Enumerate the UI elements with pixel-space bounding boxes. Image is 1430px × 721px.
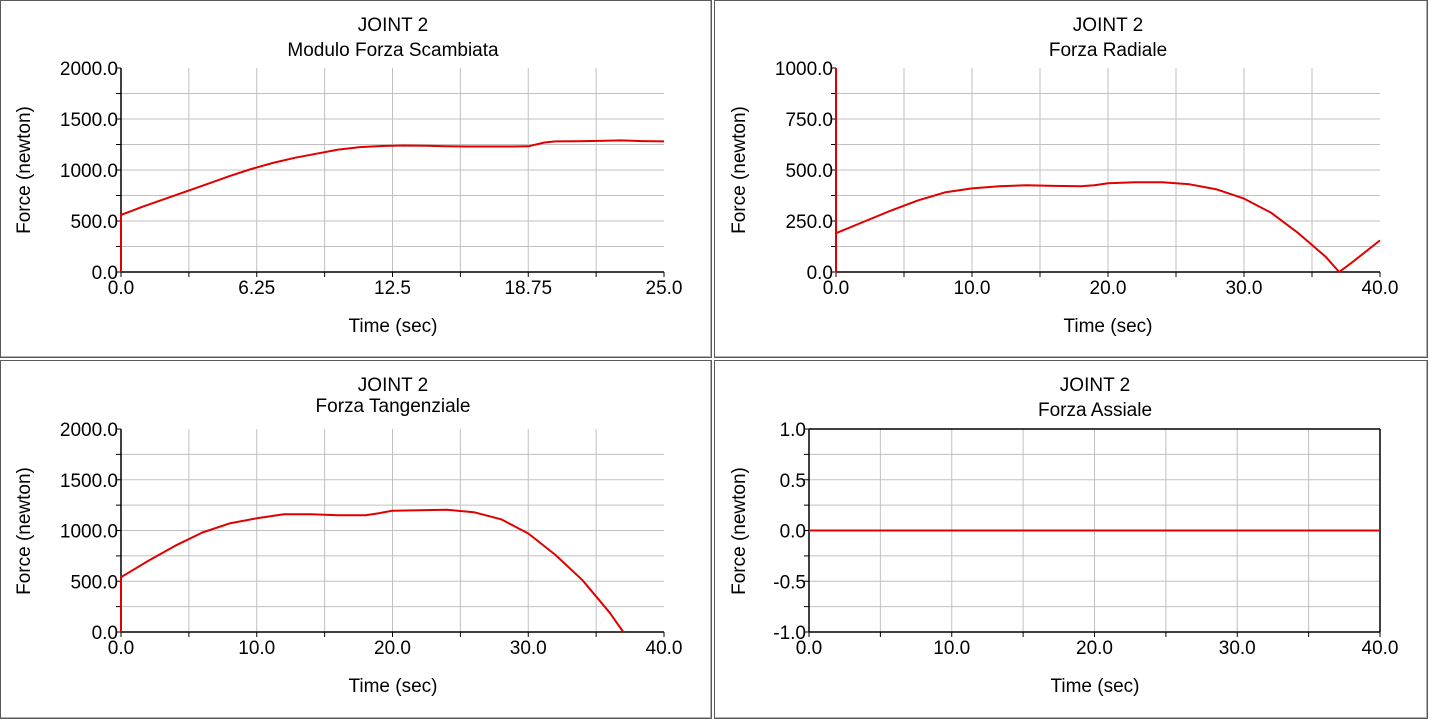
x-tick-label: 30.0 bbox=[510, 638, 547, 659]
x-axis-label: Time (sec) bbox=[348, 676, 437, 697]
y-axis-label: Force (newton) bbox=[14, 106, 35, 234]
chart-modulo-forza-scambiata: JOINT 2 Modulo Forza Scambiata Time (sec… bbox=[14, 15, 683, 337]
chart-title: JOINT 2 bbox=[358, 375, 428, 396]
y-tick-label: 1000.0 bbox=[60, 522, 118, 543]
plot-area bbox=[831, 67, 1381, 277]
y-tick-label: 2000.0 bbox=[60, 420, 118, 441]
x-tick-label: 10.0 bbox=[933, 638, 970, 659]
chart-title: JOINT 2 bbox=[1073, 15, 1143, 36]
series-line bbox=[835, 68, 1381, 273]
x-axis-label: Time (sec) bbox=[1050, 676, 1139, 697]
y-tick-label: 0.0 bbox=[92, 263, 118, 284]
chart-forza-tangenziale: JOINT 2 Forza Tangenziale Time (sec) For… bbox=[14, 375, 683, 697]
y-tick-label: 500.0 bbox=[70, 572, 118, 593]
y-tick-label: -1.0 bbox=[773, 623, 806, 644]
y-tick-label: 500.0 bbox=[785, 161, 833, 182]
x-axis-label: Time (sec) bbox=[348, 316, 437, 337]
y-tick-label: 1000.0 bbox=[60, 161, 118, 182]
chart-panel-modulo-forza-scambiata: JOINT 2 Modulo Forza Scambiata Time (sec… bbox=[0, 0, 712, 358]
y-tick-label: 500.0 bbox=[70, 212, 118, 233]
chart-title: JOINT 2 bbox=[1060, 375, 1130, 396]
chart-subtitle: Forza Tangenziale bbox=[316, 396, 471, 417]
y-tick-label: 0.0 bbox=[780, 522, 806, 543]
chart-title: JOINT 2 bbox=[358, 15, 428, 36]
series-line bbox=[120, 508, 625, 633]
x-tick-label: 10.0 bbox=[238, 638, 275, 659]
y-axis-label: Force (newton) bbox=[729, 106, 750, 234]
x-tick-label: 0.0 bbox=[823, 278, 849, 299]
series-line bbox=[120, 139, 665, 272]
x-tick-label: 0.0 bbox=[108, 278, 134, 299]
plot-area bbox=[804, 428, 1381, 637]
x-tick-label: 10.0 bbox=[954, 278, 991, 299]
x-axis-label: Time (sec) bbox=[1063, 316, 1152, 337]
x-tick-label: 40.0 bbox=[646, 638, 683, 659]
x-tick-label: 40.0 bbox=[1362, 278, 1399, 299]
y-axis-label: Force (newton) bbox=[14, 467, 35, 595]
y-tick-label: 2000.0 bbox=[60, 59, 118, 80]
chart-forza-assiale: JOINT 2 Forza Assiale Time (sec) Force (… bbox=[729, 375, 1399, 697]
x-tick-label: 30.0 bbox=[1219, 638, 1256, 659]
y-tick-label: 0.0 bbox=[807, 263, 833, 284]
chart-subtitle: Forza Assiale bbox=[1038, 400, 1152, 421]
chart-panel-forza-radiale: JOINT 2 Forza Radiale Time (sec) Force (… bbox=[714, 0, 1428, 358]
x-tick-label: 0.0 bbox=[108, 638, 134, 659]
y-tick-label: 250.0 bbox=[785, 212, 833, 233]
x-tick-label: 20.0 bbox=[1090, 278, 1127, 299]
y-tick-label: 1000.0 bbox=[775, 59, 833, 80]
x-tick-label: 0.0 bbox=[796, 638, 822, 659]
y-tick-label: 1500.0 bbox=[60, 471, 118, 492]
chart-panel-forza-assiale: JOINT 2 Forza Assiale Time (sec) Force (… bbox=[714, 360, 1428, 719]
x-tick-label: 18.75 bbox=[504, 278, 552, 299]
chart-subtitle: Modulo Forza Scambiata bbox=[287, 40, 499, 61]
y-tick-label: -0.5 bbox=[773, 572, 806, 593]
x-tick-label: 12.5 bbox=[374, 278, 411, 299]
x-tick-label: 20.0 bbox=[1076, 638, 1113, 659]
x-tick-label: 20.0 bbox=[374, 638, 411, 659]
x-tick-label: 30.0 bbox=[1226, 278, 1263, 299]
chart-forza-radiale: JOINT 2 Forza Radiale Time (sec) Force (… bbox=[729, 15, 1399, 337]
chart-subtitle: Forza Radiale bbox=[1049, 40, 1167, 61]
y-axis-label: Force (newton) bbox=[729, 467, 750, 595]
x-tick-label: 6.25 bbox=[238, 278, 275, 299]
y-tick-label: 0.5 bbox=[780, 471, 806, 492]
y-tick-label: 1500.0 bbox=[60, 110, 118, 131]
plot-area bbox=[116, 67, 665, 277]
y-tick-label: 0.0 bbox=[92, 623, 118, 644]
y-tick-label: 750.0 bbox=[785, 110, 833, 131]
x-tick-label: 25.0 bbox=[646, 278, 683, 299]
y-tick-label: 1.0 bbox=[780, 420, 806, 441]
x-tick-label: 40.0 bbox=[1362, 638, 1399, 659]
chart-panel-forza-tangenziale: JOINT 2 Forza Tangenziale Time (sec) For… bbox=[0, 360, 712, 719]
plot-area bbox=[116, 428, 665, 637]
